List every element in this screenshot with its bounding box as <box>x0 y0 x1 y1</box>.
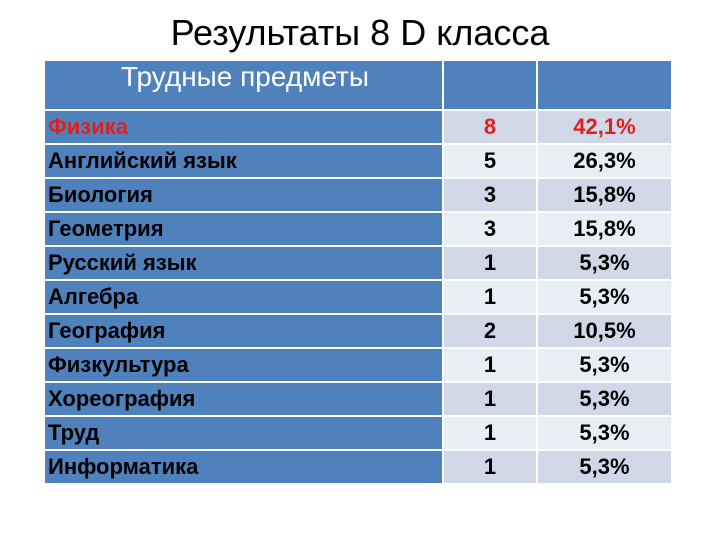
count-cell: 1 <box>442 279 538 315</box>
percent-cell: 10,5% <box>536 313 673 349</box>
percent-cell: 15,8% <box>536 177 673 213</box>
subject-cell: Английский язык <box>43 143 444 179</box>
subject-cell: География <box>43 313 444 349</box>
count-cell: 1 <box>442 347 538 383</box>
percent-cell: 5,3% <box>536 279 673 315</box>
percent-cell: 26,3% <box>536 143 673 179</box>
subject-cell: Геометрия <box>43 211 444 247</box>
page-title: Результаты 8 D класса <box>170 12 550 53</box>
results-table: Трудные предметы Физика 8 42,1% Английский … <box>43 59 673 485</box>
count-cell: 1 <box>442 415 538 451</box>
percent-cell: 5,3% <box>536 449 673 485</box>
subject-cell: Русский язык <box>43 245 444 281</box>
percent-cell: 5,3% <box>536 245 673 281</box>
header-cell-percent <box>536 59 673 111</box>
table-row: Биология 3 15,8% <box>43 177 673 213</box>
table-row: Труд 1 5,3% <box>43 415 673 451</box>
table-row: Русский язык 1 5,3% <box>43 245 673 281</box>
table-row: Информатика 1 5,3% <box>43 449 673 485</box>
subject-cell: Физика <box>43 109 444 145</box>
percent-cell: 5,3% <box>536 415 673 451</box>
count-cell: 1 <box>442 449 538 485</box>
count-cell: 2 <box>442 313 538 349</box>
percent-cell: 42,1% <box>536 109 673 145</box>
table-row: Физика 8 42,1% <box>43 109 673 145</box>
table-row: Английский язык 5 26,3% <box>43 143 673 179</box>
count-cell: 3 <box>442 177 538 213</box>
table-row: Хореография 1 5,3% <box>43 381 673 417</box>
subject-cell: Информатика <box>43 449 444 485</box>
subject-cell: Физкультура <box>43 347 444 383</box>
count-cell: 5 <box>442 143 538 179</box>
count-cell: 1 <box>442 381 538 417</box>
table-row: География 2 10,5% <box>43 313 673 349</box>
header-cell-count <box>442 59 538 111</box>
table-row: Геометрия 3 15,8% <box>43 211 673 247</box>
subject-cell: Биология <box>43 177 444 213</box>
table-row: Физкультура 1 5,3% <box>43 347 673 383</box>
header-cell-subject: Трудные предметы <box>43 59 444 111</box>
count-cell: 8 <box>442 109 538 145</box>
count-cell: 1 <box>442 245 538 281</box>
percent-cell: 15,8% <box>536 211 673 247</box>
percent-cell: 5,3% <box>536 381 673 417</box>
count-cell: 3 <box>442 211 538 247</box>
percent-cell: 5,3% <box>536 347 673 383</box>
table-header-row: Трудные предметы <box>43 59 673 111</box>
table-row: Алгебра 1 5,3% <box>43 279 673 315</box>
subject-cell: Хореография <box>43 381 444 417</box>
subject-cell: Труд <box>43 415 444 451</box>
subject-cell: Алгебра <box>43 279 444 315</box>
